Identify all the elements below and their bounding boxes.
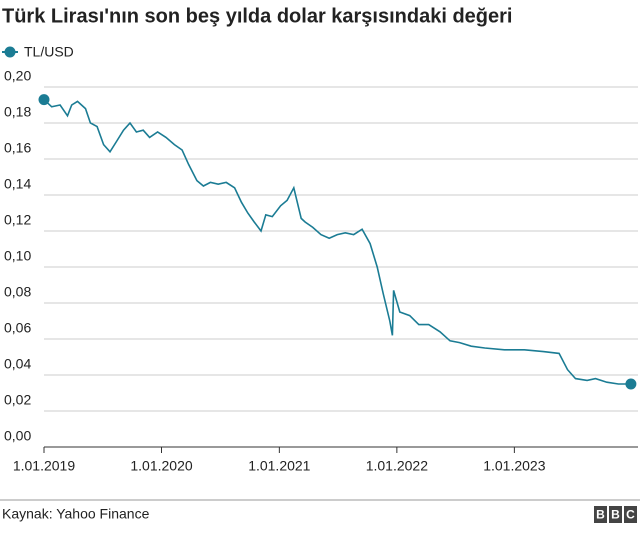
end-marker (625, 378, 637, 390)
y-tick-label: 0,20 (4, 68, 31, 84)
chart-title: Türk Lirası'nın son beş yılda dolar karş… (2, 5, 512, 27)
y-tick-label: 0,16 (4, 140, 31, 156)
end-marker (38, 94, 50, 106)
logo-box (624, 506, 637, 523)
logo-letter: B (596, 508, 605, 522)
y-tick-label: 0,02 (4, 392, 31, 408)
y-tick-label: 0,14 (4, 176, 31, 192)
x-tick-label: 1.01.2022 (366, 458, 428, 474)
line (43, 99, 631, 385)
y-tick-label: 0,04 (4, 356, 31, 372)
legend-marker (4, 46, 16, 58)
logo-letter: C (626, 508, 635, 522)
y-tick-label: 0,06 (4, 320, 31, 336)
legend-label: TL/USD (24, 44, 74, 60)
x-tick-label: 1.01.2019 (13, 458, 75, 474)
y-tick-label: 0,12 (4, 212, 31, 228)
y-tick-label: 0,18 (4, 104, 31, 120)
logo: B B C (594, 506, 637, 523)
logo-box (609, 506, 622, 523)
logo-letter: B (611, 508, 620, 522)
y-tick-label: 0,00 (4, 428, 31, 444)
y-tick-label: 0,10 (4, 248, 31, 264)
x-tick-label: 1.01.2020 (130, 458, 192, 474)
x-tick-label: 1.01.2023 (483, 458, 545, 474)
source: Kaynak: Yahoo Finance (2, 506, 150, 522)
x-tick-label: 1.01.2021 (248, 458, 310, 474)
logo-box (594, 506, 607, 523)
y-tick-label: 0,08 (4, 284, 31, 300)
